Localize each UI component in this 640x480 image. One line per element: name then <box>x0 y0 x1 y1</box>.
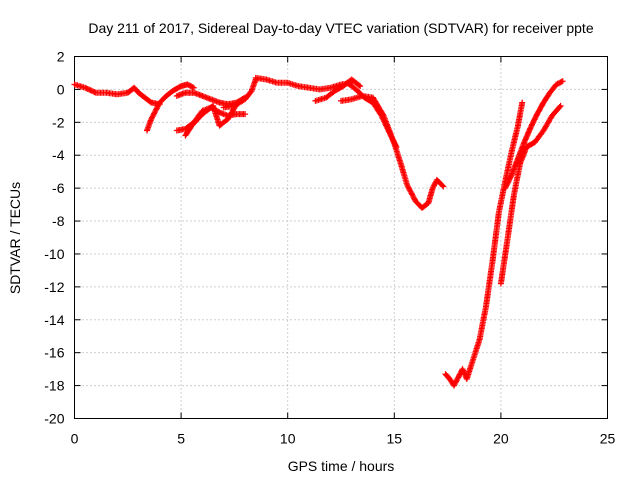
y-tick-label: -6 <box>52 180 65 196</box>
series-arc-11 <box>442 99 526 389</box>
y-tick-label: -16 <box>44 345 64 361</box>
series-arc-10 <box>344 79 400 150</box>
x-tick-label: 25 <box>600 431 616 447</box>
data-marker-trace <box>144 81 197 134</box>
y-tick-label: -8 <box>52 213 65 229</box>
y-axis-label: SDTVAR / TECUs <box>7 182 23 294</box>
chart-title: Day 211 of 2017, Sidereal Day-to-day VTE… <box>88 20 593 36</box>
data-marker-trace <box>220 76 259 111</box>
series-arc-12 <box>497 102 564 287</box>
data-marker-trace <box>338 93 447 211</box>
data-marker-trace <box>182 101 240 139</box>
series-arc-6 <box>220 76 259 111</box>
plot-frame <box>74 56 608 419</box>
x-tick-label: 0 <box>71 431 79 447</box>
x-axis-label: GPS time / hours <box>288 458 395 474</box>
y-tick-label: -12 <box>44 279 64 295</box>
x-tick-label: 10 <box>280 431 296 447</box>
y-tick-label: -2 <box>52 114 65 130</box>
data-marker-trace <box>71 81 163 108</box>
y-tick-label: -18 <box>44 378 64 394</box>
series-arc-5 <box>182 101 240 139</box>
data-marker-trace <box>344 79 400 150</box>
y-tick-label: -4 <box>52 147 65 163</box>
data-marker-trace <box>442 99 526 389</box>
series-arc-2 <box>144 81 197 134</box>
data-marker-trace <box>497 102 564 287</box>
series-arc-13 <box>502 78 566 192</box>
series-arc-9 <box>338 93 447 211</box>
y-tick-label: 2 <box>57 49 65 65</box>
y-tick-label: -20 <box>44 411 64 427</box>
series-arc-1 <box>71 81 163 108</box>
x-tick-label: 5 <box>177 431 185 447</box>
x-tick-label: 20 <box>493 431 509 447</box>
y-tick-label: -14 <box>44 312 64 328</box>
data-marker-trace <box>502 78 566 192</box>
data-points <box>71 74 566 389</box>
y-tick-label: -10 <box>44 246 64 262</box>
x-tick-label: 15 <box>387 431 403 447</box>
axis-ticks: 20-2-4-6-8-10-12-14-16-18-200 5 10 15 20 25 <box>44 49 615 447</box>
y-tick-label: 0 <box>57 81 65 97</box>
